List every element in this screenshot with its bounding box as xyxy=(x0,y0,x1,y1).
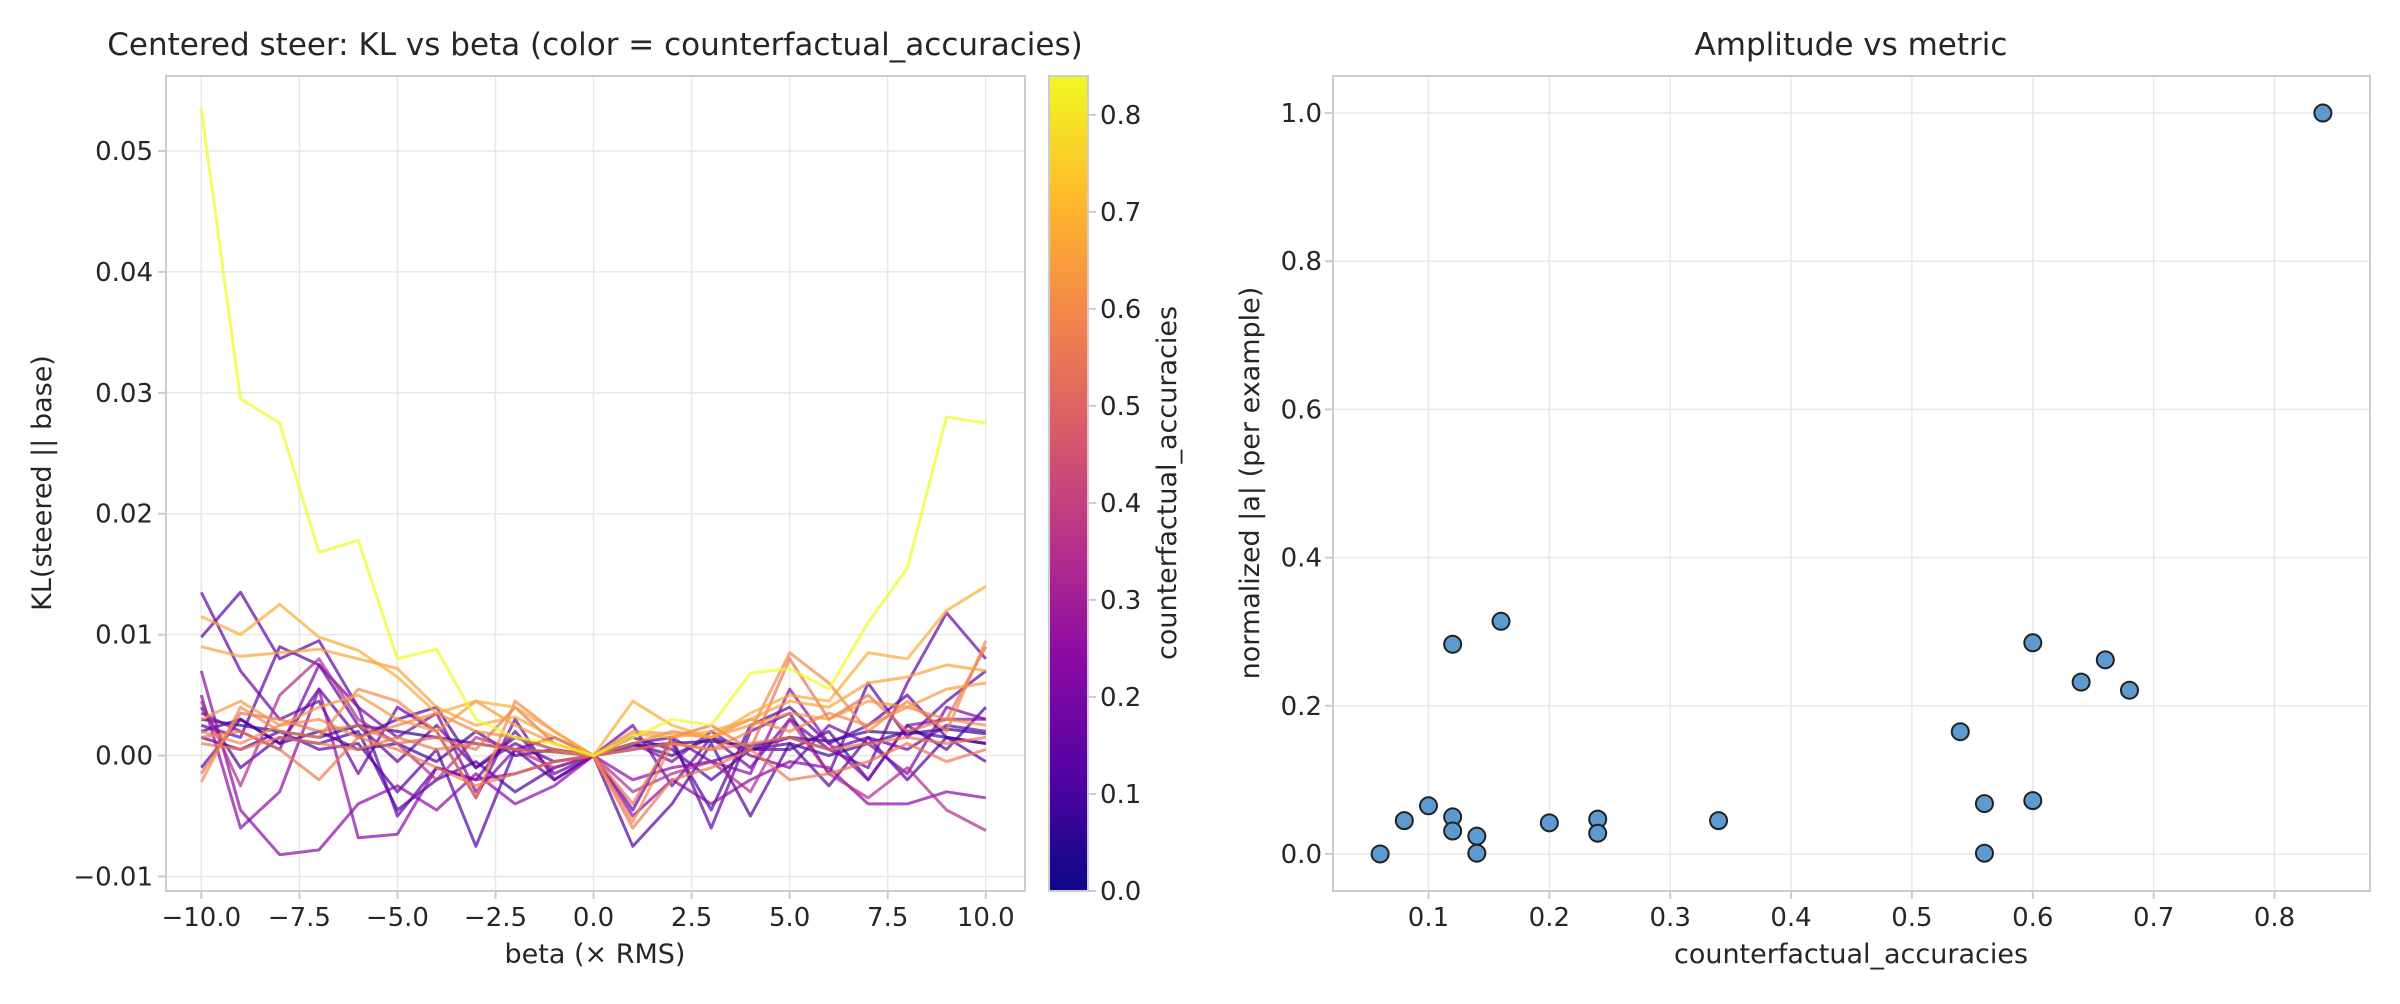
left-x-tick-label: −5.0 xyxy=(366,903,429,933)
kl-lines xyxy=(199,108,988,857)
right-y-tick-label: 0.4 xyxy=(1281,544,1322,574)
scatter-point xyxy=(1491,611,1511,631)
scatter-point xyxy=(2071,672,2091,692)
scatter-point xyxy=(2023,791,2043,811)
left-y-ticks: −0.01 0.00 0.01 0.02 0.03 0.04 0.05 xyxy=(73,137,166,892)
left-x-tick-label: 10.0 xyxy=(957,903,1015,933)
kl-series-line xyxy=(199,108,987,758)
left-x-tick-label: −2.5 xyxy=(464,903,527,933)
left-x-tick-label: 0.0 xyxy=(573,903,614,933)
left-y-tick-label: 0.00 xyxy=(95,742,153,772)
left-x-tick-label: 2.5 xyxy=(671,903,712,933)
left-grid xyxy=(166,76,1025,891)
right-x-tick-label: 0.4 xyxy=(1770,903,1811,933)
right-x-tick-label: 0.3 xyxy=(1650,903,1691,933)
scatter-point xyxy=(1709,811,1729,831)
scatter-point xyxy=(1974,794,1994,814)
right-y-ticks: 0.0 0.2 0.4 0.6 0.8 1.0 xyxy=(1281,99,1333,870)
right-y-tick-label: 0.2 xyxy=(1281,692,1322,722)
kl-line-chart: Centered steer: KL vs beta (color = coun… xyxy=(27,27,1083,970)
right-x-tick-label: 0.7 xyxy=(2133,903,2174,933)
right-x-axis-label: counterfactual_accuracies xyxy=(1674,939,2028,970)
left-chart-title: Centered steer: KL vs beta (color = coun… xyxy=(107,27,1082,63)
left-y-tick-label: 0.01 xyxy=(95,621,153,651)
colorbar: 0.0 0.1 0.2 0.3 0.4 0.5 0.6 0.7 0.8 counterfactu… xyxy=(1048,75,1183,907)
left-y-tick-label: 0.02 xyxy=(95,500,153,530)
left-x-axis-label: beta (× RMS) xyxy=(505,939,686,970)
right-y-axis-label: normalized |a| (per example) xyxy=(1235,287,1266,680)
colorbar-tick-label: 0.0 xyxy=(1100,877,1141,907)
left-y-tick-label: −0.01 xyxy=(73,862,153,892)
left-x-ticks: −10.0 −7.5 −5.0 −2.5 0.0 2.5 5.0 7.5 10.0 xyxy=(161,891,1015,933)
left-x-tick-label: 7.5 xyxy=(867,903,908,933)
scatter-point xyxy=(1370,844,1390,864)
right-y-tick-label: 0.0 xyxy=(1281,840,1322,870)
colorbar-tick-label: 0.5 xyxy=(1100,392,1141,422)
scatter-point xyxy=(2095,650,2115,670)
right-x-tick-label: 0.1 xyxy=(1408,903,1449,933)
colorbar-tick-label: 0.6 xyxy=(1100,295,1141,325)
right-y-tick-label: 0.6 xyxy=(1281,395,1322,425)
colorbar-tick-label: 0.7 xyxy=(1100,198,1141,228)
colorbar-tick-label: 0.2 xyxy=(1100,683,1141,713)
scatter-point xyxy=(1539,813,1559,833)
left-axes-frame xyxy=(165,75,1026,892)
right-y-tick-label: 1.0 xyxy=(1281,99,1322,129)
left-x-tick-label: −10.0 xyxy=(161,903,241,933)
right-x-tick-label: 0.6 xyxy=(2012,903,2053,933)
scatter-point xyxy=(1394,811,1414,831)
right-x-tick-label: 0.8 xyxy=(2254,903,2295,933)
right-grid xyxy=(1333,76,2370,891)
right-chart-title: Amplitude vs metric xyxy=(1695,27,2008,63)
colorbar-tick-label: 0.1 xyxy=(1100,780,1141,810)
colorbar-tick-label: 0.8 xyxy=(1100,101,1141,131)
scatter-point xyxy=(2023,633,2043,653)
right-x-ticks: 0.1 0.2 0.3 0.4 0.5 0.6 0.7 0.8 xyxy=(1408,891,2295,933)
colorbar-tick-label: 0.3 xyxy=(1100,586,1141,616)
scatter-point xyxy=(1588,823,1608,843)
right-x-tick-label: 0.5 xyxy=(1891,903,1932,933)
scatter-points xyxy=(1370,103,2333,864)
right-y-tick-label: 0.8 xyxy=(1281,247,1322,277)
scatter-point xyxy=(2313,103,2333,123)
colorbar-ticks: 0.0 0.1 0.2 0.3 0.4 0.5 0.6 0.7 0.8 xyxy=(1088,101,1141,907)
left-y-axis-label: KL(steered || base) xyxy=(27,355,58,611)
scatter-point xyxy=(1467,826,1487,846)
left-y-tick-label: 0.05 xyxy=(95,137,153,167)
scatter-point xyxy=(1467,843,1487,863)
colorbar-tick-label: 0.4 xyxy=(1100,489,1141,519)
scatter-point xyxy=(1950,722,1970,742)
scatter-point xyxy=(2119,680,2139,700)
scatter-point xyxy=(1418,796,1438,816)
right-x-tick-label: 0.2 xyxy=(1529,903,1570,933)
left-y-tick-label: 0.03 xyxy=(95,379,153,409)
right-axes-frame xyxy=(1332,75,2371,892)
colorbar-gradient xyxy=(1048,75,1089,892)
scatter-point xyxy=(1974,843,1994,863)
left-x-tick-label: −7.5 xyxy=(268,903,331,933)
left-y-tick-label: 0.04 xyxy=(95,258,153,288)
scatter-point xyxy=(1443,821,1463,841)
colorbar-label: counterfactual_accuracies xyxy=(1152,306,1183,660)
scatter-point xyxy=(1443,634,1463,654)
left-x-tick-label: 5.0 xyxy=(769,903,810,933)
amplitude-scatter-chart: Amplitude vs metric 0.1 0.2 0.3 0.4 0.5 0.6 0.… xyxy=(1235,27,2371,970)
